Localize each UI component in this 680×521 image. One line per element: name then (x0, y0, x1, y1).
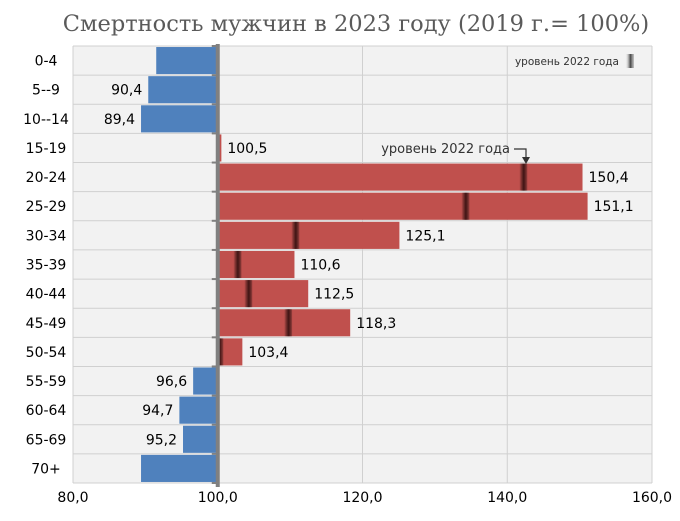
category-label: 60-64 (26, 403, 67, 419)
level-2022-marker (233, 250, 242, 279)
plot-area: 0-4 5--9 90,4 10--14 89,4 15-19 100,5 20-24 150,… (23, 44, 672, 506)
x-tick-label: 100,0 (198, 490, 238, 506)
baseline-axis (215, 44, 220, 487)
bar (141, 105, 218, 133)
value-label: 112,5 (314, 287, 354, 303)
bar (141, 454, 218, 482)
level-2022-marker (284, 309, 293, 337)
value-label: 125,1 (405, 228, 445, 244)
category-label: 10--14 (23, 112, 69, 128)
category-label: 30-34 (26, 228, 67, 244)
value-label: 94,7 (142, 403, 173, 419)
bar (148, 76, 218, 104)
category-label: 0-4 (35, 54, 58, 70)
value-label: 89,4 (104, 112, 135, 128)
bar (217, 192, 588, 220)
bar (156, 47, 218, 75)
x-tick-label: 120,0 (342, 490, 382, 506)
bar (217, 163, 583, 191)
annotation-arrow (514, 148, 527, 159)
legend-label: уровень 2022 года (515, 56, 619, 68)
annotation-arrowhead (522, 157, 530, 164)
category-label: 55-59 (26, 374, 67, 390)
value-label: 100,5 (227, 141, 267, 157)
value-label: 103,4 (248, 345, 288, 361)
bar (179, 396, 218, 424)
bar (217, 280, 309, 308)
category-label: 35-39 (26, 258, 67, 274)
value-label: 96,6 (156, 374, 187, 390)
value-label: 150,4 (589, 170, 629, 186)
value-label: 110,6 (300, 258, 340, 274)
bar (217, 221, 400, 249)
category-label: 15-19 (26, 141, 67, 157)
category-label: 65-69 (26, 432, 67, 448)
level-2022-marker (291, 221, 300, 249)
x-tick-label: 160,0 (632, 490, 672, 506)
category-label: 50-54 (26, 345, 67, 361)
bar (217, 250, 295, 279)
value-label: 95,2 (146, 432, 177, 448)
bar (193, 367, 218, 395)
category-label: 5--9 (32, 83, 60, 99)
chart-title: Смертность мужчин в 2023 году (2019 г.= … (63, 11, 649, 37)
category-label: 20-24 (26, 170, 67, 186)
legend-marker-swatch (625, 54, 634, 68)
category-label: 45-49 (26, 316, 67, 332)
category-label: 70+ (31, 461, 61, 477)
x-tick-label: 80,0 (57, 490, 88, 506)
annotation-label: уровень 2022 года (381, 142, 510, 157)
x-tick-label: 140,0 (487, 490, 527, 506)
annotation: уровень 2022 года (381, 142, 530, 164)
level-2022-marker (519, 163, 528, 191)
category-label: 25-29 (26, 199, 67, 215)
level-2022-marker (244, 280, 253, 308)
bar (183, 425, 218, 453)
value-label: 90,4 (111, 83, 142, 99)
category-label: 40-44 (26, 287, 67, 303)
level-2022-marker (461, 192, 470, 220)
bar (217, 309, 351, 337)
value-label: 151,1 (594, 199, 634, 215)
value-label: 118,3 (356, 316, 396, 332)
legend: уровень 2022 года (515, 54, 634, 68)
